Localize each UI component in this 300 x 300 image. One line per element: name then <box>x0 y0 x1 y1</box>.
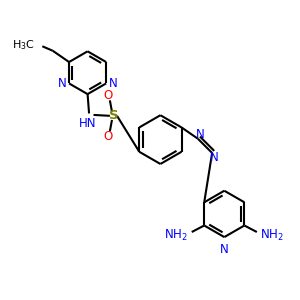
Text: N: N <box>109 77 117 90</box>
Text: O: O <box>104 88 113 101</box>
Text: N: N <box>58 77 67 90</box>
Text: HN: HN <box>79 117 96 130</box>
Text: N: N <box>220 243 229 256</box>
Text: S: S <box>109 109 118 122</box>
Text: NH$_2$: NH$_2$ <box>164 228 188 243</box>
Text: O: O <box>104 130 113 143</box>
Text: NH$_2$: NH$_2$ <box>260 228 284 243</box>
Text: H$_3$C: H$_3$C <box>12 38 35 52</box>
Text: N: N <box>196 128 205 141</box>
Text: N: N <box>210 151 219 164</box>
